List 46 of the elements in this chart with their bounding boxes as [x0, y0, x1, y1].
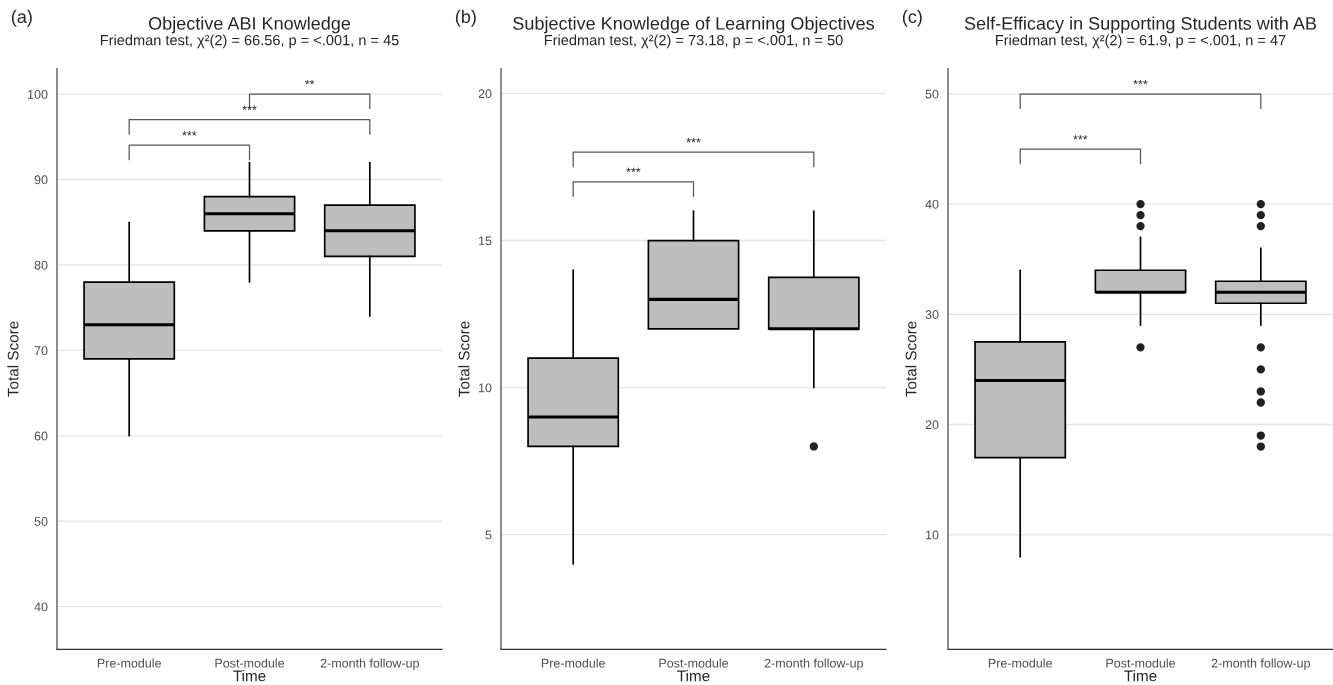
y-axis-title: Total Score: [905, 321, 917, 397]
x-tick-label: Post-module: [215, 658, 285, 668]
chart-subtitle: Friedman test, χ²(2) = 61.9, p = <.001, n = 47: [996, 34, 1286, 49]
annotation: ***: [1073, 135, 1088, 140]
x-axis-title: Time: [233, 670, 266, 682]
annotation: ***: [686, 138, 701, 143]
x-tick-label: Post-module: [1106, 658, 1176, 668]
y-tick-label: 20: [478, 89, 492, 99]
text: (b): [455, 9, 476, 27]
y-tick-label: 10: [926, 530, 939, 540]
y-axis-title: Total Score: [458, 321, 470, 397]
y-tick-label: 40: [34, 602, 48, 612]
annotation: **: [304, 79, 315, 85]
x-tick-label: 2-month follow-up: [1211, 658, 1310, 671]
chart-subtitle: Friedman test, χ²(2) = 73.18, p = <.001, n = 50: [544, 34, 843, 49]
text: (c): [902, 9, 922, 27]
x-tick-label: Pre-module: [541, 658, 605, 668]
chart-title: Subjective Knowledge of Learning Objectives: [513, 16, 875, 34]
y-tick-label: 15: [479, 236, 492, 246]
chart-title: Objective ABI Knowledge: [148, 16, 351, 34]
annotation: ***: [182, 131, 197, 136]
x-tick-label: 2-month follow-up: [320, 658, 419, 671]
y-tick-label: 80: [34, 260, 48, 270]
text: (a): [11, 9, 32, 27]
y-tick-label: 50: [34, 517, 48, 526]
x-tick-label: Pre-module: [988, 658, 1052, 668]
chart-title: Self-Efficacy in Supporting Students with AB: [964, 16, 1317, 34]
y-tick-label: 30: [925, 310, 939, 319]
y-tick-label: 70: [34, 346, 48, 356]
y-tick-label: 5: [485, 530, 492, 540]
x-axis-title: Time: [1124, 670, 1157, 682]
x-tick-label: 2-month follow-up: [764, 658, 863, 671]
y-tick-label: 60: [34, 431, 48, 441]
annotation: ***: [626, 167, 641, 173]
x-axis-title: Time: [677, 670, 710, 682]
x-tick-label: Pre-module: [97, 658, 161, 668]
y-tick-label: 10: [479, 383, 492, 393]
annotation: ***: [1133, 79, 1148, 85]
y-tick-label: 50: [925, 89, 939, 99]
x-tick-label: Post-module: [659, 658, 729, 668]
y-tick-label: 20: [925, 420, 939, 430]
y-tick-label: 100: [28, 89, 48, 99]
y-tick-label: 90: [34, 175, 48, 185]
y-axis-title: Total Score: [7, 321, 19, 397]
chart-subtitle: Friedman test, χ²(2) = 66.56, p = <.001, n = 45: [100, 34, 399, 49]
y-tick-label: 40: [925, 199, 939, 209]
